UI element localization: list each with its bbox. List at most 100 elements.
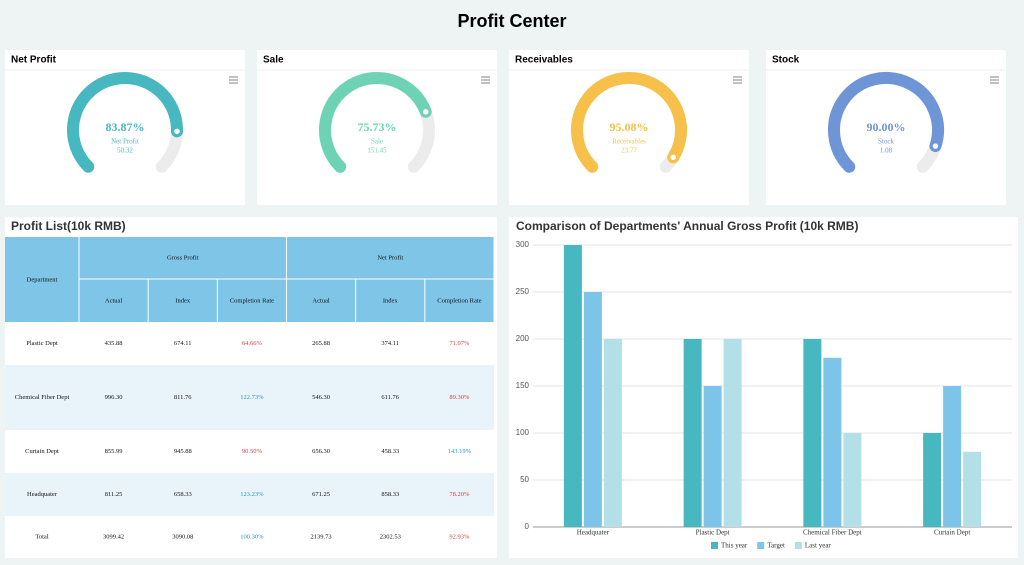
table-cell: 611.76 <box>381 394 399 401</box>
table-cell: 658.33 <box>174 491 192 498</box>
y-tick-label: 200 <box>516 334 530 343</box>
gauge-name: Sale <box>371 138 383 146</box>
card-title: Stock <box>772 55 800 66</box>
table-cell: 855.99 <box>105 448 123 455</box>
table-cell: 3090.08 <box>172 533 193 540</box>
header-cell: Actual <box>105 297 123 304</box>
header-cell: Gross Profit <box>167 254 199 261</box>
gauge-arc <box>67 72 183 173</box>
gauge-name: Net Profit <box>111 138 139 146</box>
table-cell: 546.30 <box>312 394 330 401</box>
table-cell: 2139.73 <box>311 533 332 540</box>
table-cell: 458.33 <box>381 448 399 455</box>
x-tick-label: Headquater <box>577 529 610 537</box>
gauge-value: 95.08% <box>610 120 649 134</box>
header-cell: Completion Rate <box>230 297 274 304</box>
table-cell: 674.11 <box>174 340 192 347</box>
table-cell: Plastic Dept <box>26 340 58 347</box>
card-title: Sale <box>263 55 284 66</box>
header-cell: Net Profit <box>377 254 403 261</box>
bar <box>923 433 942 527</box>
bar <box>703 386 722 527</box>
table-cell: 374.11 <box>381 340 399 347</box>
y-tick-label: 250 <box>516 287 530 296</box>
bar <box>723 339 742 527</box>
table-cell: 265.88 <box>312 340 330 347</box>
legend-label: Last year <box>805 542 832 550</box>
table-cell: 3099.42 <box>103 533 124 540</box>
chart-title: Comparison of Departments' Annual Gross … <box>516 219 858 233</box>
legend-swatch <box>794 542 802 549</box>
y-tick-label: 0 <box>525 522 530 531</box>
bar <box>943 386 962 527</box>
gauge-amount: 23.77 <box>621 147 637 155</box>
table-cell: 100.30% <box>240 533 264 540</box>
gauge-name: Receivables <box>612 138 646 146</box>
header-cell: Index <box>383 297 399 304</box>
gauge-value: 75.73% <box>358 120 397 134</box>
gauge-value: 90.00% <box>867 120 906 134</box>
row-background <box>5 365 494 430</box>
bar <box>963 451 982 527</box>
gauge-arc <box>319 72 432 173</box>
bar <box>603 339 622 527</box>
gauge-pointer <box>668 153 678 162</box>
table-cell: 811.25 <box>105 491 123 498</box>
bar <box>583 292 602 527</box>
y-tick-label: 50 <box>520 475 529 484</box>
x-tick-label: Curtain Dept <box>934 529 970 537</box>
table-cell: 811.76 <box>174 394 192 401</box>
bar <box>823 357 842 527</box>
x-tick-label: Chemical Fiber Dept <box>803 529 862 537</box>
y-tick-label: 300 <box>516 240 530 249</box>
table-cell: 71.07% <box>449 340 470 347</box>
bar <box>843 433 862 527</box>
table-cell: 656.30 <box>312 448 330 455</box>
table-cell: 2302.53 <box>380 533 401 540</box>
header-cell: Actual <box>312 297 330 304</box>
gauge-amount: 1.08 <box>880 147 893 155</box>
table-cell: 123.23% <box>240 491 264 498</box>
table-cell: 435.88 <box>105 340 123 347</box>
header-cell: Department <box>27 276 58 283</box>
table-cell: 143.19% <box>448 448 472 455</box>
card-title: Net Profit <box>11 55 57 66</box>
bar <box>683 339 702 527</box>
row-background <box>5 473 494 516</box>
gauge-pointer <box>172 127 182 136</box>
card-title: Receivables <box>515 55 573 66</box>
legend-label: Target <box>767 542 785 550</box>
table-cell: 78.20% <box>449 491 470 498</box>
gauge-arc <box>828 72 944 173</box>
table-cell: 671.25 <box>312 491 330 498</box>
legend-swatch <box>757 542 765 549</box>
y-tick-label: 100 <box>516 428 530 437</box>
table-title: Profit List(10k RMB) <box>11 219 126 233</box>
gauge-name: Stock <box>878 138 894 146</box>
gauge-value: 83.87% <box>106 120 145 134</box>
table-cell: 64.66% <box>242 340 263 347</box>
x-tick-label: Plastic Dept <box>696 529 730 537</box>
legend-swatch <box>711 542 718 549</box>
page-title: Profit Center <box>457 11 566 31</box>
legend-label: This year <box>721 542 748 550</box>
table-cell: Total <box>35 533 48 540</box>
header-cell: Completion Rate <box>437 297 481 304</box>
table-cell: Curtain Dept <box>25 448 59 455</box>
table-cell: 858.33 <box>381 491 399 498</box>
bar <box>803 339 822 527</box>
y-tick-label: 150 <box>516 381 530 390</box>
table-cell: Chemical Fiber Dept <box>15 394 70 401</box>
gauge-arc <box>571 72 687 173</box>
table-cell: 945.88 <box>174 448 192 455</box>
table-cell: 89.30% <box>449 394 470 401</box>
table-cell: 122.73% <box>240 394 264 401</box>
table-cell: 996.30 <box>105 394 123 401</box>
gauge-pointer <box>931 141 940 151</box>
gauge-amount: 151.45 <box>367 147 387 155</box>
bar <box>563 245 582 527</box>
gauge-amount: 50.32 <box>117 147 133 155</box>
table-cell: Headquater <box>27 491 58 498</box>
table-cell: 92.93% <box>449 533 470 540</box>
